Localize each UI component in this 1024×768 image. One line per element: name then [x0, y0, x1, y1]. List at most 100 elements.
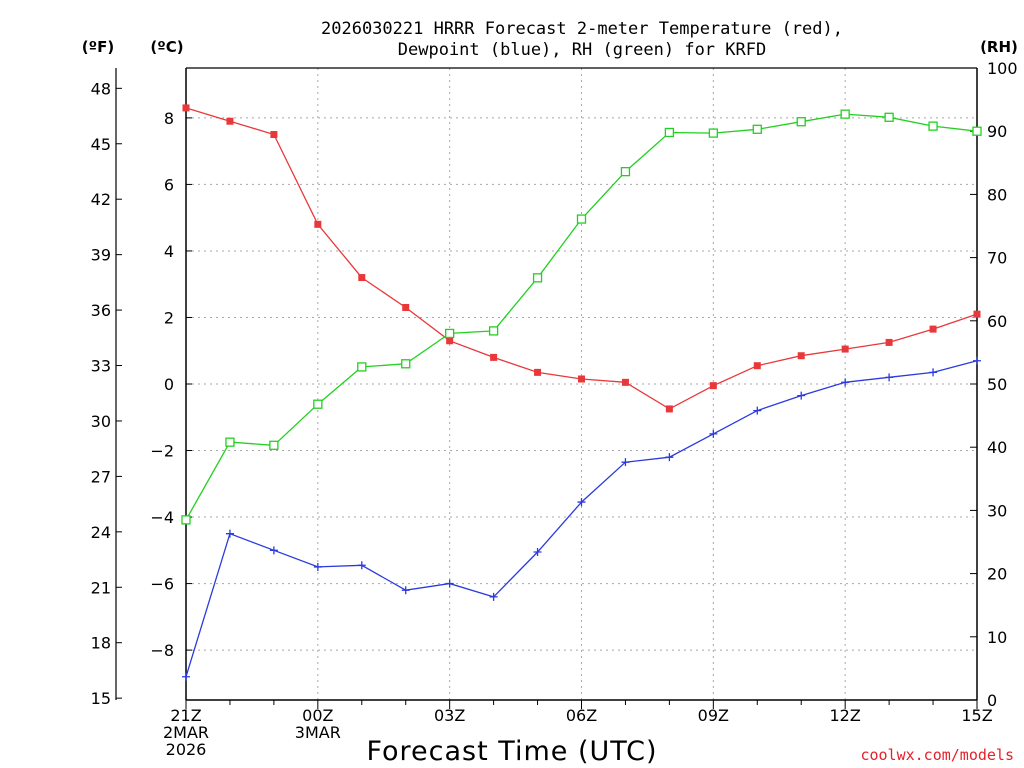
rh-point — [532, 273, 543, 283]
rh-point — [225, 437, 235, 447]
x-tick-label-line: 00Z — [302, 706, 333, 725]
x-tick-label-line: 2026 — [166, 740, 207, 759]
2-meter-temperature-point — [797, 352, 805, 360]
credit-text: coolwx.com/models — [860, 746, 1014, 764]
fahrenheit-unit-label: (ºF) — [82, 38, 114, 56]
2-meter-temperature-point — [621, 378, 629, 386]
2-meter-temperature-point — [709, 382, 717, 390]
celsius-tick-label: −2 — [150, 442, 174, 461]
celsius-tick-label: 0 — [164, 375, 174, 394]
rh-point — [313, 399, 323, 409]
rh-point — [488, 326, 499, 336]
dewpoint-point — [357, 561, 366, 570]
dewpoint-point — [182, 672, 190, 681]
2-meter-temperature-point — [270, 131, 278, 139]
x-tick-label: 21Z 2MAR 2026 — [163, 706, 209, 759]
fahrenheit-tick-label: 45 — [91, 135, 111, 154]
dewpoint-point — [665, 453, 674, 462]
fahrenheit-tick-label: 21 — [91, 578, 111, 597]
2-meter-temperature-point — [490, 353, 498, 361]
x-tick-label-line: 03Z — [434, 706, 465, 725]
fahrenheit-tick-label: 18 — [91, 634, 111, 653]
celsius-tick-label: 8 — [164, 109, 174, 128]
rh-point — [972, 126, 982, 136]
fahrenheit-tick-label: 33 — [91, 357, 111, 376]
dewpoint-point — [313, 562, 322, 571]
dewpoint-point — [753, 406, 762, 415]
rh-point — [928, 121, 938, 131]
rh-tick-label: 30 — [987, 501, 1007, 520]
dewpoint-point — [797, 391, 806, 400]
dewpoint-point — [225, 529, 234, 538]
2-meter-temperature-point — [578, 375, 585, 383]
grid-layer — [186, 68, 977, 700]
rh-point — [840, 109, 850, 119]
rh-tick-label: 70 — [987, 249, 1007, 268]
celsius-tick-label: 6 — [164, 175, 174, 194]
2-meter-temperature-point — [929, 325, 937, 333]
2-meter-temperature-point — [358, 274, 366, 282]
2-meter-temperature-point — [402, 303, 410, 311]
fahrenheit-tick-label: 36 — [91, 301, 111, 320]
2-meter-temperature-point — [534, 368, 542, 376]
x-tick-label-line: 09Z — [698, 706, 729, 725]
rh-point — [620, 166, 631, 177]
x-tick-label: 00Z 3MAR — [295, 706, 341, 742]
rh-point — [576, 214, 587, 224]
2-meter-temperature-point — [973, 310, 981, 318]
fahrenheit-tick-label: 27 — [91, 467, 111, 486]
rh-tick-label: 90 — [987, 122, 1007, 141]
2-meter-temperature-point — [446, 337, 454, 345]
celsius-tick-label: 2 — [164, 308, 174, 327]
fahrenheit-tick-label: 48 — [91, 79, 111, 98]
axes-layer: 151821242730333639424548−8−6−4−202468010… — [91, 59, 1018, 710]
celsius-tick-label: −6 — [150, 575, 174, 594]
x-tick-label-line: 12Z — [830, 706, 861, 725]
series-layer — [181, 104, 982, 681]
rh-tick-label: 80 — [987, 185, 1007, 204]
dewpoint-point — [577, 498, 586, 507]
dewpoint-point — [709, 429, 718, 438]
rh-tick-label: 20 — [987, 565, 1007, 584]
rh-point — [752, 124, 762, 134]
rh-tick-label: 0 — [987, 691, 997, 710]
rh-point — [796, 117, 806, 127]
rh-tick-label: 10 — [987, 628, 1007, 647]
x-tick-label: 09Z — [698, 706, 729, 725]
2-meter-temperature-point — [753, 362, 761, 370]
x-tick-labels: 21Z 2MAR 2026 00Z 3MAR 03Z 06Z 09Z 12Z 15Z — [163, 706, 993, 759]
dewpoint-point — [269, 546, 278, 555]
rh-tick-label: 100 — [987, 59, 1018, 78]
rh-point — [708, 128, 718, 138]
dewpoint-point — [841, 378, 850, 387]
chart-title-line-1: 2026030221 HRRR Forecast 2-meter Tempera… — [321, 19, 843, 39]
2-meter-temperature-point — [182, 104, 190, 112]
dewpoint-point — [929, 368, 938, 377]
rh-point — [884, 112, 894, 122]
dewpoint-point — [533, 547, 542, 556]
celsius-tick-label: −8 — [150, 641, 174, 660]
2-meter-temperature-point — [885, 338, 893, 346]
fahrenheit-tick-label: 42 — [91, 190, 111, 209]
rh-point — [357, 362, 367, 372]
fahrenheit-tick-label: 24 — [91, 523, 111, 542]
x-axis-label: Forecast Time (UTC) — [366, 736, 657, 767]
chart-title-line-2: Dewpoint (blue), RH (green) for KRFD — [398, 40, 766, 60]
x-tick-label-line: 3MAR — [295, 723, 341, 742]
2-meter-temperature-point — [665, 405, 673, 413]
x-tick-label-line: 2MAR — [163, 723, 209, 742]
x-tick-label: 15Z — [961, 706, 992, 725]
dewpoint-point — [973, 356, 981, 365]
rh-point — [181, 515, 191, 525]
2-meter-temperature-point — [314, 220, 322, 228]
x-tick-label: 12Z — [830, 706, 861, 725]
x-tick-label: 03Z — [434, 706, 465, 725]
rh-point — [269, 440, 279, 450]
fahrenheit-tick-label: 15 — [91, 689, 111, 708]
x-tick-label-line: 06Z — [566, 706, 597, 725]
fahrenheit-tick-label: 39 — [91, 246, 111, 265]
fahrenheit-tick-label: 30 — [91, 412, 111, 431]
celsius-tick-label: −4 — [150, 508, 174, 527]
x-tick-label: 06Z — [566, 706, 597, 725]
dewpoint-point — [401, 586, 410, 595]
